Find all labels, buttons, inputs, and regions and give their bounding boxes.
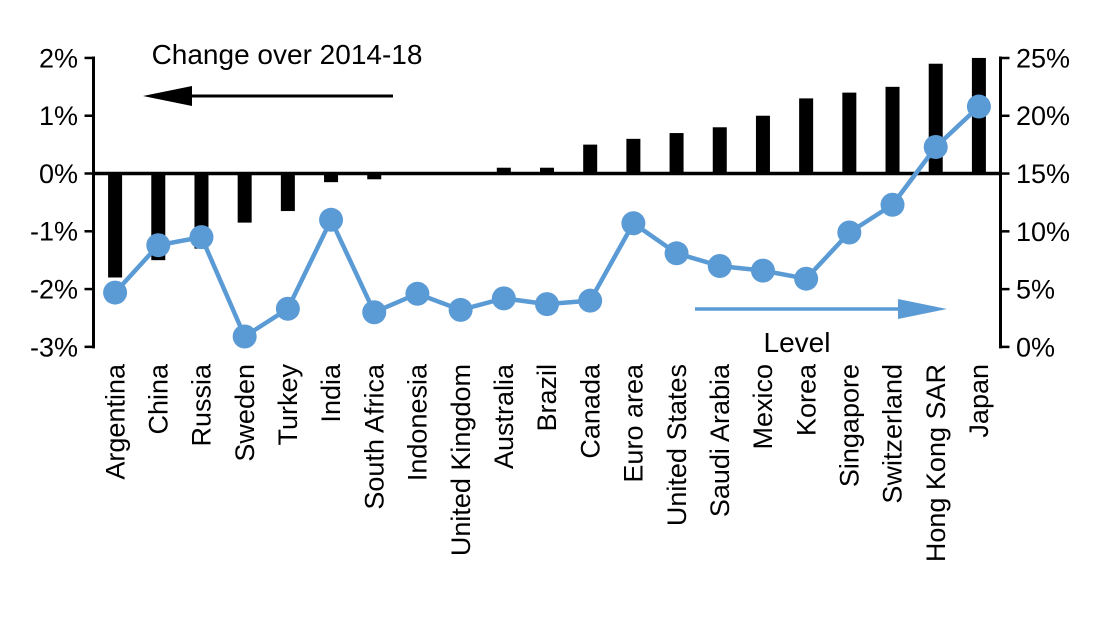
left-axis-tick-label: -2% bbox=[30, 275, 78, 305]
marker-canada bbox=[578, 288, 603, 313]
bar-sweden bbox=[237, 173, 252, 223]
category-label-switzerland: Switzerland bbox=[878, 364, 908, 504]
bar-brazil bbox=[540, 167, 554, 174]
left-axis-tick-label: 2% bbox=[39, 43, 78, 73]
category-label-canada: Canada bbox=[575, 363, 605, 459]
category-label-hong-kong-sar: Hong Kong SAR bbox=[921, 364, 951, 562]
bar-turkey bbox=[280, 173, 295, 212]
level-arrow-right-icon bbox=[898, 299, 947, 319]
category-label-japan: Japan bbox=[964, 364, 994, 438]
category-label-china: China bbox=[143, 363, 173, 435]
marker-russia bbox=[189, 225, 214, 250]
marker-indonesia bbox=[405, 281, 430, 306]
right-axis-tick-label: 5% bbox=[1016, 275, 1055, 305]
marker-singapore bbox=[837, 220, 862, 245]
line-series-label: Level bbox=[764, 327, 831, 358]
category-label-saudi-arabia: Saudi Arabia bbox=[705, 363, 735, 517]
left-axis-tick-label: 1% bbox=[39, 101, 78, 131]
marker-south-africa bbox=[362, 300, 387, 325]
bar-switzerland bbox=[885, 86, 900, 174]
bar-mexico bbox=[755, 115, 770, 174]
left-axis-tick-label: 0% bbox=[39, 159, 78, 189]
marker-japan bbox=[966, 94, 991, 119]
category-label-south-africa: South Africa bbox=[359, 363, 389, 510]
bar-argentina bbox=[108, 173, 123, 278]
category-label-australia: Australia bbox=[489, 363, 519, 469]
marker-india bbox=[319, 207, 344, 232]
marker-mexico bbox=[750, 258, 775, 283]
category-label-united-states: United States bbox=[662, 364, 692, 526]
marker-euro-area bbox=[621, 211, 646, 236]
marker-switzerland bbox=[880, 192, 905, 217]
bar-saudi-arabia bbox=[712, 127, 727, 174]
marker-argentina bbox=[103, 280, 128, 305]
right-axis-tick-label: 10% bbox=[1016, 217, 1070, 247]
category-label-argentina: Argentina bbox=[100, 363, 130, 480]
bar-south-africa bbox=[367, 173, 382, 180]
marker-saudi-arabia bbox=[707, 254, 732, 279]
marker-china bbox=[146, 233, 171, 258]
bar-korea bbox=[799, 98, 814, 174]
bar-united-states bbox=[669, 133, 684, 174]
category-label-united-kingdom: United Kingdom bbox=[446, 364, 476, 556]
category-label-euro-area: Euro area bbox=[619, 363, 649, 483]
category-label-turkey: Turkey bbox=[273, 364, 303, 446]
right-axis-tick-label: 15% bbox=[1016, 159, 1070, 189]
marker-turkey bbox=[275, 296, 300, 321]
marker-united-states bbox=[664, 241, 689, 266]
category-label-indonesia: Indonesia bbox=[403, 363, 433, 481]
left-axis-tick-label: -3% bbox=[30, 332, 78, 362]
marker-united-kingdom bbox=[448, 297, 473, 322]
left-axis-tick-label: -1% bbox=[30, 217, 78, 247]
marker-brazil bbox=[535, 292, 559, 317]
category-label-russia: Russia bbox=[187, 363, 217, 447]
right-axis-tick-label: 20% bbox=[1016, 101, 1070, 131]
right-axis-tick-label: 0% bbox=[1016, 332, 1055, 362]
bar-india bbox=[324, 173, 339, 183]
category-label-brazil: Brazil bbox=[532, 364, 562, 432]
right-axis-tick-label: 25% bbox=[1016, 43, 1070, 73]
category-label-korea: Korea bbox=[791, 363, 821, 436]
category-label-india: India bbox=[316, 363, 346, 423]
bar-euro-area bbox=[626, 138, 641, 174]
marker-korea bbox=[794, 266, 819, 291]
bar-australia bbox=[496, 167, 511, 174]
category-label-sweden: Sweden bbox=[230, 364, 260, 462]
marker-sweden bbox=[232, 324, 257, 349]
marker-hong-kong-sar bbox=[923, 134, 948, 159]
category-label-mexico: Mexico bbox=[748, 364, 778, 450]
change-arrow-left-icon bbox=[143, 86, 192, 106]
bar-series-label: Change over 2014-18 bbox=[152, 39, 423, 70]
marker-australia bbox=[491, 286, 516, 311]
category-label-singapore: Singapore bbox=[835, 364, 865, 487]
bar-canada bbox=[583, 144, 598, 174]
bar-singapore bbox=[842, 92, 857, 174]
